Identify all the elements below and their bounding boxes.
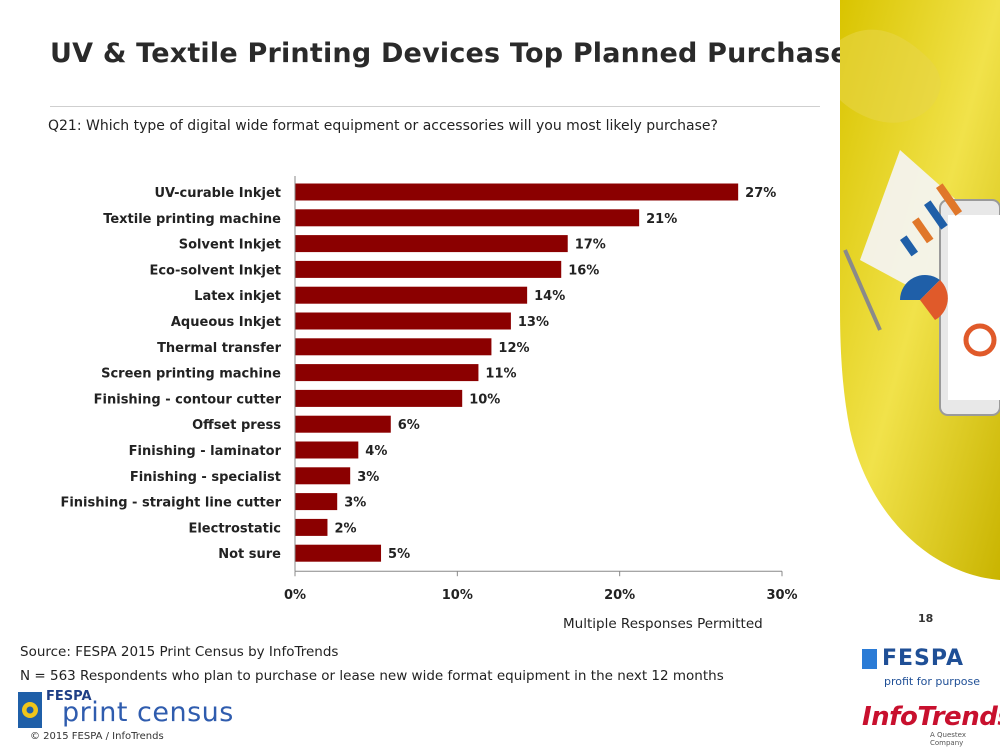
x-tick-label: 20% bbox=[604, 588, 635, 603]
bar bbox=[295, 518, 328, 536]
bar bbox=[295, 544, 382, 562]
category-label: Electrostatic bbox=[188, 521, 281, 536]
category-label: Finishing - straight line cutter bbox=[60, 496, 281, 511]
category-label: Latex inkjet bbox=[194, 289, 281, 304]
x-tick-label: 10% bbox=[442, 588, 473, 603]
survey-question: Q21: Which type of digital wide format e… bbox=[48, 118, 718, 134]
bar bbox=[295, 209, 640, 227]
bar bbox=[295, 338, 492, 356]
x-tick-label: 30% bbox=[766, 588, 797, 603]
data-label: 2% bbox=[334, 521, 356, 536]
category-label: Thermal transfer bbox=[157, 341, 282, 356]
title-divider bbox=[50, 106, 820, 107]
bar bbox=[295, 312, 511, 330]
fespa-tagline: profit for purpose bbox=[884, 675, 981, 688]
fespa-logo-text: FESPA bbox=[882, 646, 965, 671]
page-number: 18 bbox=[918, 612, 934, 625]
slide-title: UV & Textile Printing Devices Top Planne… bbox=[50, 38, 866, 69]
bar-chart: UV-curable Inkjet 27% Textile printing mac… bbox=[60, 176, 798, 603]
bar bbox=[295, 493, 338, 511]
sample-size-line: N = 563 Respondents who plan to purchase… bbox=[20, 668, 724, 684]
data-label: 13% bbox=[518, 315, 549, 330]
source-line: Source: FESPA 2015 Print Census by InfoT… bbox=[20, 644, 339, 660]
data-label: 14% bbox=[534, 289, 565, 304]
x-tick-label: 0% bbox=[284, 588, 306, 603]
bar bbox=[295, 260, 562, 278]
bar bbox=[295, 183, 739, 201]
category-label: Finishing - specialist bbox=[130, 470, 281, 485]
bar bbox=[295, 286, 528, 304]
category-label: Aqueous Inkjet bbox=[171, 315, 281, 330]
data-label: 3% bbox=[344, 496, 366, 511]
category-label: Textile printing machine bbox=[103, 212, 281, 227]
data-label: 12% bbox=[498, 341, 529, 356]
category-label: Finishing - laminator bbox=[129, 444, 282, 459]
fespa-logo bbox=[862, 649, 877, 669]
category-label: UV-curable Inkjet bbox=[154, 186, 281, 201]
census-logo-text: print census bbox=[62, 697, 234, 728]
bar bbox=[295, 389, 463, 407]
category-label: Finishing - contour cutter bbox=[94, 392, 282, 407]
data-label: 10% bbox=[469, 392, 500, 407]
category-label: Solvent Inkjet bbox=[179, 238, 281, 253]
bar bbox=[295, 415, 391, 433]
category-label: Not sure bbox=[218, 547, 281, 562]
copyright-text: © 2015 FESPA / InfoTrends bbox=[30, 731, 164, 742]
data-label: 4% bbox=[365, 444, 387, 459]
bar bbox=[295, 235, 568, 253]
infotrends-subtitle: A Questex Company bbox=[930, 731, 966, 747]
print-census-logo bbox=[18, 692, 42, 728]
census-logo-fespa-text: FESPA bbox=[46, 689, 92, 704]
data-label: 21% bbox=[646, 212, 677, 227]
category-label: Eco-solvent Inkjet bbox=[149, 263, 281, 278]
bar bbox=[295, 364, 479, 382]
decorative-photo-panel bbox=[840, 0, 1000, 580]
data-label: 3% bbox=[357, 470, 379, 485]
category-label: Offset press bbox=[192, 418, 281, 433]
data-label: 16% bbox=[568, 263, 599, 278]
responses-note: Multiple Responses Permitted bbox=[563, 616, 763, 632]
data-label: 6% bbox=[398, 418, 420, 433]
bar bbox=[295, 441, 359, 459]
infotrends-logo: InfoTrends bbox=[862, 702, 1000, 732]
bar bbox=[295, 467, 351, 485]
data-label: 11% bbox=[485, 367, 516, 382]
data-label: 27% bbox=[745, 186, 776, 201]
data-label: 17% bbox=[575, 238, 606, 253]
category-label: Screen printing machine bbox=[101, 367, 281, 382]
data-label: 5% bbox=[388, 547, 410, 562]
